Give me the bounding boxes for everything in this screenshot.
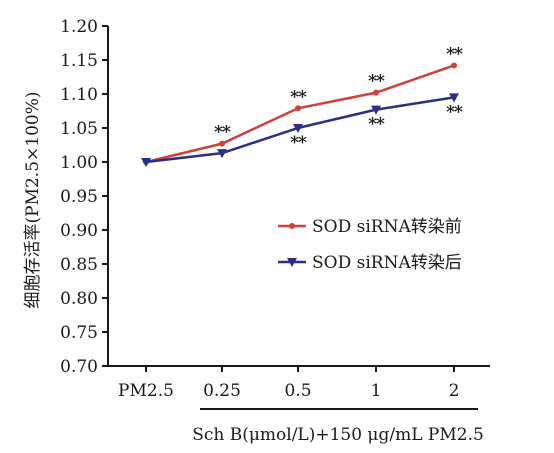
legend-label: SOD siRNA转染后: [312, 253, 462, 273]
x-tick-label: 1: [371, 381, 382, 401]
data-point: [293, 124, 303, 133]
significance-label: **: [446, 44, 463, 64]
significance-label: **: [214, 123, 231, 143]
y-tick-label: 1.05: [60, 119, 98, 139]
data-point: [219, 140, 225, 147]
y-axis-title: 细胞存活率(PM2.5×100%): [23, 92, 43, 309]
x-tick-label: 0.25: [203, 381, 241, 401]
data-point: [449, 93, 459, 103]
legend-item: SOD siRNA转染前: [278, 217, 462, 237]
y-tick-label: 1.10: [60, 85, 98, 105]
data-point: [451, 62, 457, 69]
data-point: [295, 105, 301, 112]
y-tick-label: 1.15: [60, 51, 98, 71]
y-tick-label: 0.80: [60, 289, 98, 309]
y-tick-label: 1.20: [60, 17, 98, 37]
legend-item: SOD siRNA转染后: [278, 253, 462, 273]
y-tick-label: 1.00: [60, 153, 98, 173]
legend-marker: [289, 223, 295, 229]
data-point: [217, 149, 227, 159]
significance-label: **: [290, 133, 307, 153]
y-tick-label: 0.75: [60, 323, 98, 343]
legend: SOD siRNA转染前 SOD siRNA转染后: [278, 217, 462, 273]
significance-label: **: [290, 87, 307, 107]
data-point: [373, 89, 379, 96]
significance-label: **: [446, 102, 463, 122]
x-tick-label: 2: [449, 381, 460, 401]
legend-marker: [287, 258, 297, 267]
legend-label: SOD siRNA转染前: [312, 217, 462, 237]
significance-label: **: [368, 72, 385, 92]
x-tick-label: 0.5: [284, 381, 311, 401]
y-tick-label: 0.90: [60, 221, 98, 241]
series-1: ** ** ** **: [143, 44, 464, 165]
y-tick-label: 0.85: [60, 255, 98, 275]
significance-label: **: [368, 115, 385, 135]
y-axis: 0.70 0.75 0.80 0.85 0.90 0.95 1.00 1.05 1.10 1.15…: [60, 17, 109, 377]
series-layer: ** ** ** ** ** ** **: [141, 44, 464, 167]
x-tick-label: PM2.5: [118, 381, 174, 401]
series-2: ** ** **: [141, 93, 464, 167]
y-tick-label: 0.70: [60, 357, 98, 377]
x-axis: PM2.5 0.25 0.5 1 2: [108, 365, 490, 401]
y-tick-label: 0.95: [60, 187, 98, 207]
data-point: [141, 158, 151, 167]
x-axis-title: Sch B(μmol/L)+150 μg/mL PM2.5: [192, 425, 484, 445]
data-point: [371, 105, 381, 115]
